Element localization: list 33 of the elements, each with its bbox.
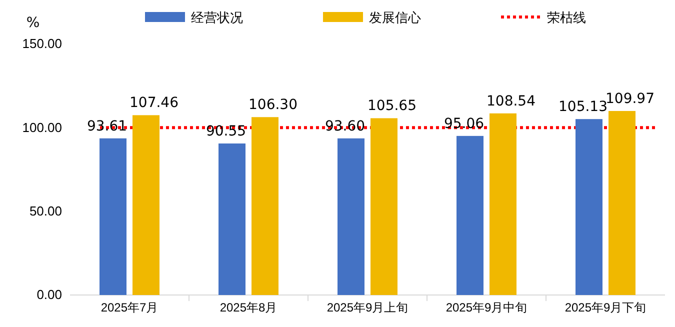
data-label: 93.60 (324, 118, 366, 134)
data-label: 107.46 (130, 95, 179, 112)
data-label: 109.97 (606, 90, 654, 107)
legend-label: 经营状况 (191, 11, 243, 26)
bar (132, 115, 160, 295)
y-tick-label: 100.00 (22, 120, 62, 135)
data-label: 93.61 (86, 118, 128, 134)
x-tick-label: 2025年9月上旬 (326, 300, 408, 315)
x-tick-label: 2025年9月下旬 (564, 300, 646, 315)
bar (490, 113, 516, 295)
bar (100, 138, 126, 295)
data-label: 108.54 (486, 93, 536, 110)
bar (370, 118, 398, 295)
data-label: 90.55 (206, 123, 246, 140)
bar (218, 143, 246, 295)
data-label: 105.13 (558, 99, 608, 116)
bar (576, 119, 602, 295)
x-tick-label: 2025年7月 (100, 300, 158, 315)
data-label: 105.65 (368, 98, 416, 114)
bar (456, 136, 484, 295)
data-label: 95.06 (444, 116, 484, 132)
bar (252, 117, 278, 295)
legend-label: 荣枯线 (547, 11, 586, 26)
bar (338, 138, 364, 295)
x-tick-label: 2025年8月 (220, 300, 278, 315)
legend-label: 发展信心 (369, 10, 421, 26)
y-tick-label: 0.00 (36, 287, 62, 302)
bar (608, 110, 636, 295)
x-tick-label: 2025年9月中旬 (446, 300, 528, 315)
y-tick-label: 50.00 (29, 203, 62, 218)
y-axis-title: % (26, 15, 40, 31)
y-tick-label: 150.00 (22, 36, 62, 52)
data-label: 106.30 (248, 97, 298, 114)
